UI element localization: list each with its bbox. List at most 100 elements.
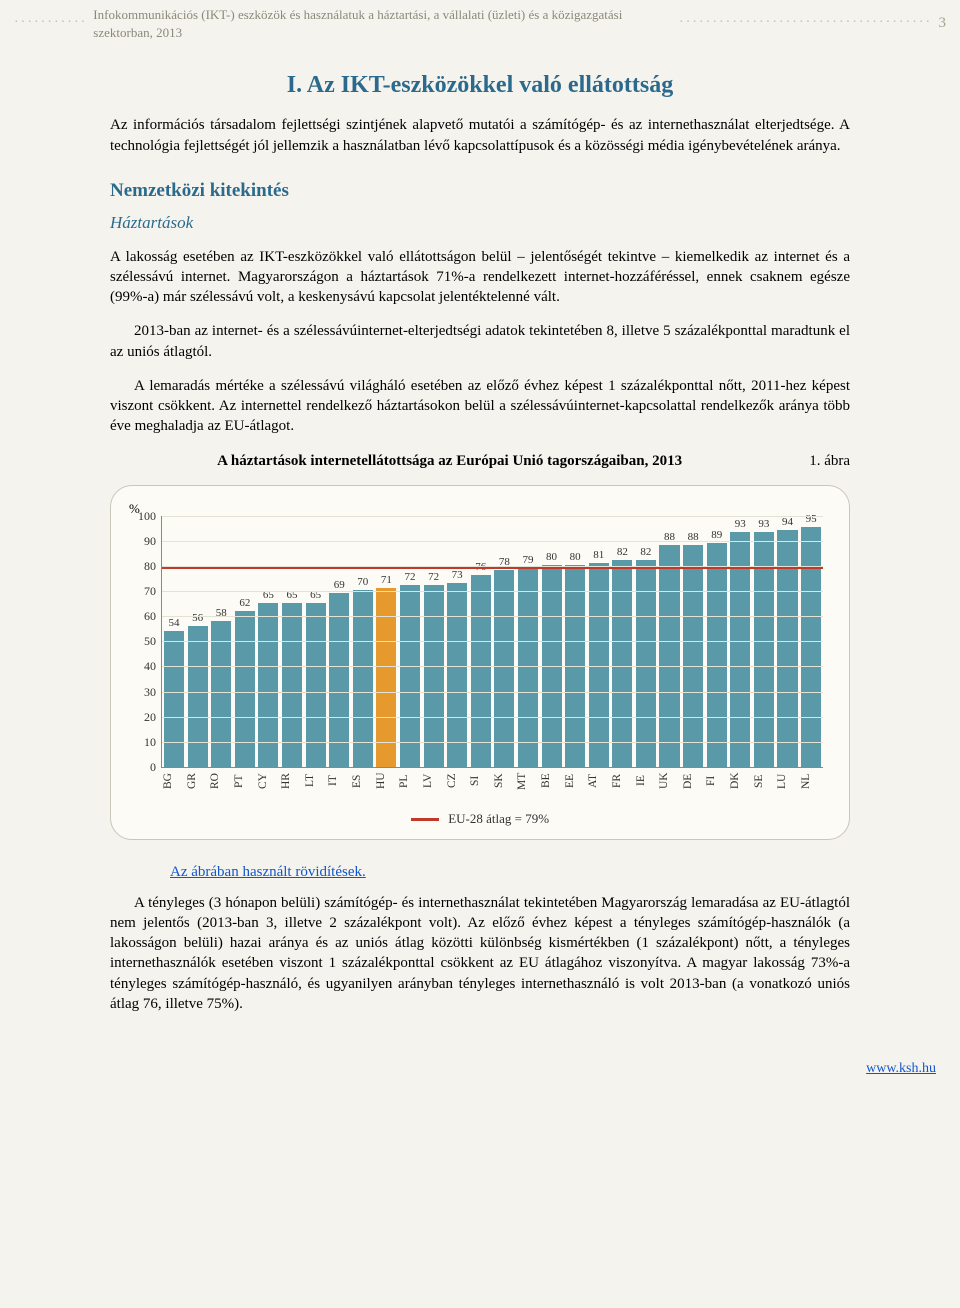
bar <box>589 563 609 767</box>
bar <box>801 527 821 766</box>
bar-column: 71 <box>376 575 396 767</box>
bar-value-label: 70 <box>357 577 368 588</box>
running-title: Infokommunikációs (IKT-) eszközök és has… <box>93 6 665 41</box>
y-tick-label: 70 <box>144 583 156 599</box>
x-tick-label: LT <box>305 770 325 792</box>
x-tick-label: ES <box>352 770 372 792</box>
bar <box>424 585 444 766</box>
x-tick-label: BG <box>163 770 183 792</box>
bar <box>494 570 514 767</box>
abbreviations-link[interactable]: Az ábrában használt rövidítések. <box>170 864 366 880</box>
y-tick-label: 30 <box>144 683 156 699</box>
y-tick-label: 50 <box>144 633 156 649</box>
footer-link[interactable]: www.ksh.hu <box>866 1061 936 1076</box>
grid-line <box>162 692 823 693</box>
bar-value-label: 72 <box>428 572 439 583</box>
bar-column: 76 <box>471 562 491 767</box>
bar-column: 80 <box>542 552 562 767</box>
bar-column: 73 <box>447 570 467 767</box>
y-tick-label: 10 <box>144 734 156 750</box>
x-tick-label: DK <box>730 770 750 792</box>
footer-link-wrap: www.ksh.hu <box>0 1054 960 1089</box>
bar <box>235 611 255 767</box>
bar-column: 70 <box>353 577 373 766</box>
bar <box>471 575 491 767</box>
bar-value-label: 80 <box>570 552 581 563</box>
bar-column: 72 <box>400 572 420 766</box>
grid-line <box>162 666 823 667</box>
bar-column: 56 <box>188 613 208 767</box>
average-line <box>162 567 823 569</box>
page-header: ··········· Infokommunikációs (IKT-) esz… <box>0 0 960 45</box>
bar-column: 69 <box>329 580 349 767</box>
bar <box>659 545 679 767</box>
bar-column: 79 <box>518 555 538 767</box>
header-dots-left: ··········· <box>14 14 87 33</box>
bar <box>211 621 231 767</box>
y-tick-label: 20 <box>144 709 156 725</box>
x-tick-label: FR <box>612 770 632 792</box>
legend-label: EU-28 átlag = 79% <box>448 811 549 826</box>
x-tick-label: HU <box>376 770 396 792</box>
x-tick-label: DE <box>683 770 703 792</box>
section-title: I. Az IKT-eszközökkel való ellátottság <box>110 69 850 101</box>
bar-value-label: 79 <box>522 555 533 566</box>
x-tick-label: SK <box>494 770 514 792</box>
bar-value-label: 82 <box>640 547 651 558</box>
x-tick-label: EE <box>565 770 585 792</box>
bar-value-label: 80 <box>546 552 557 563</box>
page-number: 3 <box>939 13 947 33</box>
grid-line <box>162 616 823 617</box>
x-axis-labels: BGGRROPTCYHRLTITESHUPLLVCZSISKMTBEEEATFR… <box>161 770 823 792</box>
bar-column: 93 <box>754 519 774 766</box>
y-tick-label: 100 <box>138 508 156 524</box>
body-para-1: A lakosság esetében az IKT-eszközökkel v… <box>110 247 850 308</box>
x-tick-label: PT <box>234 770 254 792</box>
figure-caption: A háztartások internetellátottsága az Eu… <box>110 451 789 471</box>
subhead-international: Nemzetközi kitekintés <box>110 178 850 204</box>
x-tick-label: FI <box>706 770 726 792</box>
grid-line <box>162 717 823 718</box>
x-tick-label: NL <box>801 770 821 792</box>
x-tick-label: IE <box>636 770 656 792</box>
bar-value-label: 69 <box>334 580 345 591</box>
chart-area: % 54565862656565697071727273767879808081… <box>133 502 827 802</box>
bar-column: 93 <box>730 519 750 766</box>
bar-value-label: 93 <box>758 519 769 530</box>
bar-column: 72 <box>424 572 444 766</box>
closing-paragraph: A tényleges (3 hónapon belüli) számítógé… <box>110 893 850 1015</box>
body-para-2: 2013-ban az internet- és a szélessávúint… <box>110 321 850 362</box>
x-tick-label: LV <box>423 770 443 792</box>
bar-value-label: 81 <box>593 550 604 561</box>
bar-value-label: 62 <box>239 598 250 609</box>
page-content: I. Az IKT-eszközökkel való ellátottság A… <box>0 45 960 1054</box>
y-tick-label: 0 <box>150 759 156 775</box>
y-tick-label: 40 <box>144 658 156 674</box>
abbreviations-link-wrap: Az ábrában használt rövidítések. <box>170 862 850 882</box>
grid-line <box>162 742 823 743</box>
bar-value-label: 82 <box>617 547 628 558</box>
grid-line <box>162 641 823 642</box>
bar-column: 82 <box>612 547 632 767</box>
x-tick-label: BE <box>541 770 561 792</box>
legend-swatch <box>411 818 439 821</box>
grid-line <box>162 591 823 592</box>
bar <box>683 545 703 767</box>
bar <box>164 631 184 767</box>
y-tick-label: 80 <box>144 558 156 574</box>
bar <box>376 588 396 767</box>
y-tick-label: 90 <box>144 533 156 549</box>
bar <box>188 626 208 767</box>
x-tick-label: GR <box>187 770 207 792</box>
bar-value-label: 73 <box>452 570 463 581</box>
grid-line <box>162 541 823 542</box>
bar <box>400 585 420 766</box>
chart-frame: % 54565862656565697071727273767879808081… <box>110 485 850 841</box>
y-tick-label: 60 <box>144 608 156 624</box>
x-tick-label: IT <box>328 770 348 792</box>
chart-plot: 5456586265656569707172727376787980808182… <box>161 516 823 768</box>
x-tick-label: CY <box>258 770 278 792</box>
x-tick-label: LU <box>777 770 797 792</box>
x-tick-label: AT <box>588 770 608 792</box>
bar-column: 82 <box>636 547 656 767</box>
